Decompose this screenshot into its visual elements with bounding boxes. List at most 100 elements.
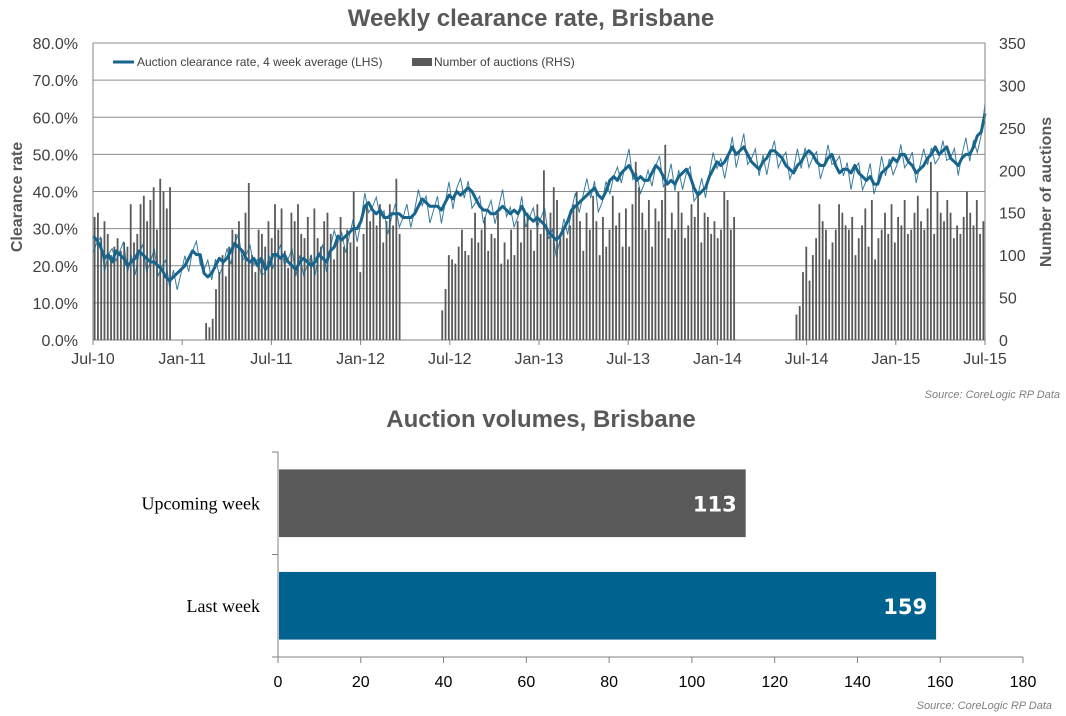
left-tick-label: 50.0%	[33, 147, 78, 164]
auction-bar	[825, 229, 827, 340]
auction-bar	[795, 314, 798, 340]
auction-bar	[661, 199, 663, 340]
auction-bar	[510, 229, 513, 340]
right-tick-label: 250	[999, 121, 1026, 138]
left-tick-label: 60.0%	[33, 110, 78, 127]
auction-bar	[838, 204, 840, 340]
auction-bar	[320, 246, 322, 340]
auction-bar	[129, 204, 132, 340]
top-chart-title: Weekly clearance rate, Brisbane	[348, 5, 714, 32]
x-tick-label: Jul-15	[963, 351, 1007, 368]
auction-bar	[506, 259, 509, 340]
auction-bar	[818, 204, 821, 340]
auction-bar	[621, 246, 624, 340]
auction-bar	[585, 212, 588, 340]
auction-bar	[260, 233, 263, 340]
auction-bar	[857, 238, 860, 340]
auction-bar	[388, 204, 391, 340]
auction-bar	[224, 276, 227, 340]
auction-bar	[913, 212, 916, 340]
auction-bar	[241, 255, 244, 340]
auction-bar	[487, 250, 490, 340]
x-tick-label: 40	[435, 674, 453, 691]
x-tick-label: Jan-13	[515, 351, 564, 368]
right-tick-label: 150	[999, 206, 1026, 223]
auction-bar	[103, 221, 106, 340]
auction-bar	[929, 161, 932, 340]
auction-bar	[805, 246, 808, 340]
auction-bar	[493, 238, 496, 340]
auction-bar	[611, 195, 614, 340]
auction-bar	[549, 212, 552, 340]
auction-bar	[323, 221, 326, 340]
auction-bar	[716, 238, 719, 340]
auction-bar	[828, 259, 831, 340]
auction-bar	[854, 255, 857, 340]
auction-bar	[966, 191, 968, 340]
auction-bar	[539, 233, 542, 340]
auction-bar	[543, 170, 545, 340]
bar-value-label: 113	[693, 492, 737, 516]
auction-bar	[592, 195, 595, 340]
auction-bar	[565, 238, 568, 340]
x-tick-label: 120	[761, 674, 788, 691]
auction-bar	[952, 238, 955, 340]
auction-bar	[329, 233, 332, 340]
auction-bar	[257, 229, 260, 340]
x-tick-label: Jul-12	[428, 351, 472, 368]
auction-bar	[392, 225, 394, 340]
auction-bar	[274, 204, 276, 340]
auction-bar	[500, 263, 503, 340]
auction-bar	[641, 212, 644, 340]
auction-bar	[956, 225, 959, 340]
auction-bar	[933, 233, 936, 340]
x-tick-label: 80	[600, 674, 618, 691]
auction-bar	[697, 195, 699, 340]
auction-bar	[926, 208, 929, 340]
auction-bar	[467, 255, 470, 340]
auction-bar	[841, 212, 844, 340]
auction-bar	[949, 212, 952, 340]
auction-bar	[867, 246, 870, 340]
auction-bar	[834, 229, 837, 340]
auction-bar	[123, 242, 126, 340]
auction-bar	[893, 242, 896, 340]
clearance-weekly-line	[92, 103, 986, 291]
auction-bar	[447, 255, 450, 340]
top-chart-legend: Auction clearance rate, 4 week average (…	[113, 55, 575, 69]
auction-bar	[969, 212, 972, 340]
auction-bar	[149, 199, 152, 340]
auction-bar	[211, 318, 214, 340]
auction-bar	[133, 242, 135, 340]
legend-line-label: Auction clearance rate, 4 week average (…	[137, 55, 382, 69]
auction-bar	[165, 208, 168, 340]
auction-bar	[923, 229, 926, 340]
auction-bar	[310, 255, 312, 340]
auction-bar	[821, 221, 824, 340]
auction-bar	[864, 208, 867, 340]
auction-bar	[159, 178, 162, 340]
auction-bar	[293, 221, 296, 340]
bottom-chart-axes: 0 20 40 60 80 100 120 140 160 180 Upcoming week Las…	[142, 451, 1036, 691]
auction-bar	[831, 242, 834, 340]
auction-bar	[588, 229, 591, 340]
auction-bar	[287, 267, 290, 340]
auction-bar	[874, 259, 877, 340]
auction-bar	[156, 229, 158, 340]
auction-bar	[503, 242, 506, 340]
auction-bar	[605, 246, 608, 340]
top-chart-axes: 0.0% 10.0% 20.0% 30.0% 40.0% 50.0% 60.0% 70.0% 8…	[33, 36, 1026, 368]
auction-bar	[526, 212, 529, 340]
auction-bar	[536, 204, 539, 340]
auction-bar	[395, 178, 398, 340]
x-tick-label: Jul-11	[250, 351, 292, 368]
auction-bar	[920, 221, 922, 340]
auction-bar	[336, 242, 339, 340]
auction-bar	[572, 204, 575, 340]
left-tick-label: 80.0%	[33, 36, 78, 53]
auction-bar	[283, 250, 286, 340]
auction-bar	[352, 191, 355, 340]
auction-bar	[349, 242, 352, 340]
auction-bar	[369, 221, 372, 340]
